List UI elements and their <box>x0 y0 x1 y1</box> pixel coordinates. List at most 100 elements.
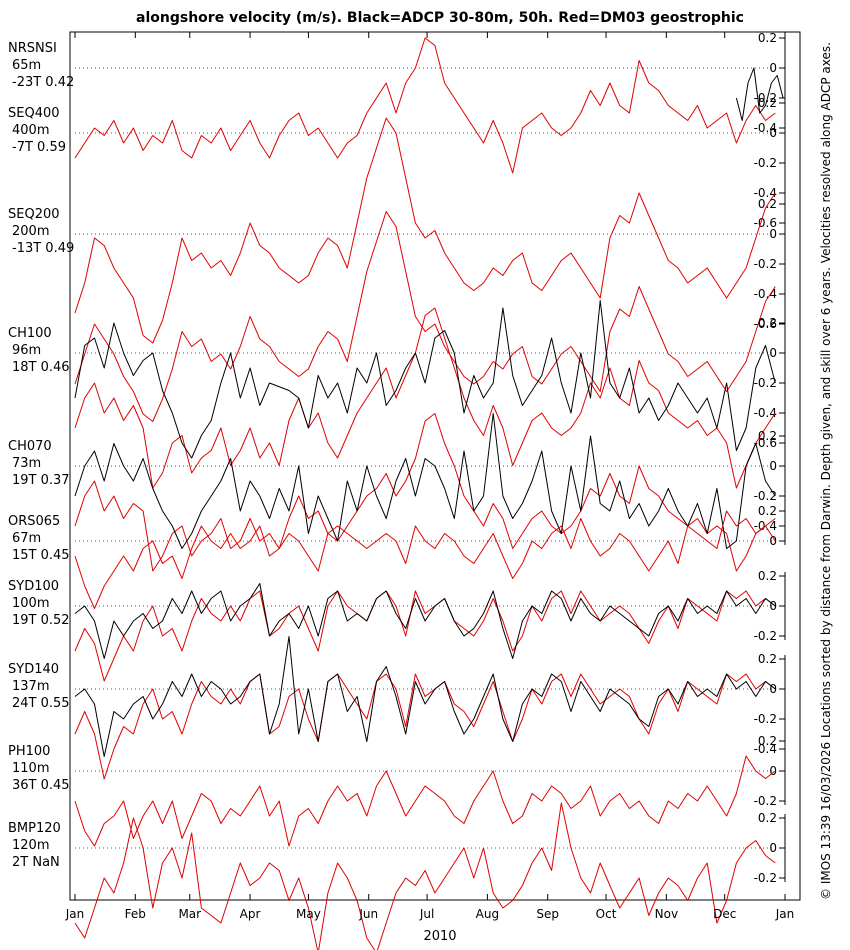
panel-name: BMP120 <box>8 821 61 836</box>
x-tick-label: May <box>296 907 321 921</box>
x-tick-label: Sep <box>536 907 559 921</box>
panel-name: NRSNSI <box>8 41 57 56</box>
panel-skill: 15T 0.45 <box>12 548 70 563</box>
panel-skill: -7T 0.59 <box>12 140 66 155</box>
panel-skill: 18T 0.46 <box>12 360 70 375</box>
y-tick-label: 0 <box>769 227 777 241</box>
panel-depth: 137m <box>12 679 49 694</box>
geostrophic-series-line <box>74 307 776 489</box>
geostrophic-series-line <box>74 117 776 344</box>
panel-depth: 73m <box>12 456 41 471</box>
y-tick-label: -0.4 <box>754 121 777 135</box>
y-tick-label: 0 <box>769 126 777 140</box>
panel-depth: 120m <box>12 838 49 853</box>
geostrophic-series-line <box>74 673 776 780</box>
panel-skill: 19T 0.37 <box>12 473 70 488</box>
y-tick-label: 0.2 <box>758 734 777 748</box>
geostrophic-series-line <box>74 802 776 950</box>
y-tick-label: 0.2 <box>758 652 777 666</box>
geostrophic-series-line <box>74 211 776 422</box>
x-tick-label: Feb <box>125 907 146 921</box>
panel-nrsnsi: NRSNSI 65m -23T 0.42 0.2 0 -0.2 -0.4 <box>8 31 786 174</box>
x-tick-label: Jan <box>65 907 85 921</box>
y-tick-label: 0.2 <box>758 504 777 518</box>
x-tick-label: Jun <box>358 907 378 921</box>
panel-name: CH070 <box>8 439 52 454</box>
panel-bmp120: BMP120 120m 2T NaN 0.2 0 -0.2 <box>8 802 786 950</box>
panel-ch100: CH100 96m 18T 0.46 0.2 0 -0.2 -0.4 -0.6 <box>8 300 786 489</box>
panel-depth: 96m <box>12 343 41 358</box>
panel-syd140: SYD140 137m 24T 0.55 0.2 0 -0.2 -0.4 <box>8 636 786 780</box>
panel-name: SEQ400 <box>8 106 60 121</box>
panel-name: SYD100 <box>8 579 59 594</box>
y-tick-label: 0.2 <box>758 811 777 825</box>
y-tick-label: -0.2 <box>754 156 777 170</box>
x-axis-label: 2010 <box>423 929 456 944</box>
y-tick-label: -0.4 <box>754 742 777 756</box>
panel-skill: 19T 0.52 <box>12 613 70 628</box>
y-tick-label: 0.2 <box>758 31 777 45</box>
x-tick-label: Mar <box>178 907 201 921</box>
panel-skill: 2T NaN <box>12 855 60 870</box>
geostrophic-series-line <box>74 413 776 572</box>
y-tick-label: 0.2 <box>758 316 777 330</box>
y-tick-label: 0 <box>769 682 777 696</box>
panel-depth: 100m <box>12 596 49 611</box>
y-tick-label: 0.2 <box>758 429 777 443</box>
y-tick-label: 0 <box>769 459 777 473</box>
panel-depth: 400m <box>12 123 49 138</box>
y-tick-label: 0 <box>769 61 777 75</box>
adcp-series-line <box>74 300 776 459</box>
panel-skill: 36T 0.45 <box>12 778 70 793</box>
panel-skill: 24T 0.55 <box>12 696 70 711</box>
adcp-series-line <box>74 583 776 659</box>
x-tick-label: Dec <box>713 907 736 921</box>
panels: NRSNSI 65m -23T 0.42 0.2 0 -0.2 -0.4 SEQ400 400m… <box>8 31 786 950</box>
y-tick-label: -0.2 <box>754 489 777 503</box>
y-tick-label: 0 <box>769 599 777 613</box>
y-tick-label: -0.2 <box>754 712 777 726</box>
y-tick-label: 0.2 <box>758 197 777 211</box>
plot-frame <box>69 31 801 901</box>
panel-depth: 65m <box>12 58 41 73</box>
y-tick-label: -0.2 <box>754 629 777 643</box>
geostrophic-series-line <box>74 37 776 174</box>
y-tick-label: -0.2 <box>754 91 777 105</box>
panel-depth: 200m <box>12 224 49 239</box>
y-tick-label: 0.2 <box>758 96 777 110</box>
y-tick-label: -0.2 <box>754 257 777 271</box>
y-tick-label: 0 <box>769 534 777 548</box>
x-axis: Jan Feb Mar Apr May Jun Jul Aug Sep Oct Nov Dec Jan <box>65 32 794 921</box>
y-tick-label: 0 <box>769 764 777 778</box>
y-tick-label: -0.6 <box>754 436 777 450</box>
panel-ph100: PH100 110m 36T 0.45 0.2 0 -0.2 <box>8 734 786 847</box>
x-tick-label: Oct <box>596 907 617 921</box>
panel-ors065: ORS065 67m 15T 0.45 0.2 0 <box>8 504 786 609</box>
y-tick-label: 0 <box>769 346 777 360</box>
geostrophic-series-line <box>74 510 776 609</box>
y-tick-label: 0 <box>769 841 777 855</box>
panel-name: PH100 <box>8 744 50 759</box>
y-tick-label: -0.2 <box>754 376 777 390</box>
panel-skill: -23T 0.42 <box>12 75 74 90</box>
y-tick-label: 0.2 <box>758 569 777 583</box>
chart-title: alongshore velocity (m/s). Black=ADCP 30… <box>136 10 744 26</box>
panel-name: CH100 <box>8 326 52 341</box>
panel-name: SYD140 <box>8 662 59 677</box>
x-tick-label: Jul <box>419 907 434 921</box>
side-note: © IMOS 13:39 16/03/2026 Locations sorted… <box>819 42 833 900</box>
panel-name: SEQ200 <box>8 207 60 222</box>
panel-skill: -13T 0.49 <box>12 241 74 256</box>
y-tick-label: -0.4 <box>754 406 777 420</box>
adcp-series-line <box>74 636 776 757</box>
panel-depth: 110m <box>12 761 49 776</box>
panel-syd100: SYD100 100m 19T 0.52 0.2 0 -0.2 <box>8 569 786 682</box>
adcp-series-line <box>74 413 776 549</box>
x-tick-label: Aug <box>476 907 499 921</box>
geostrophic-series-line <box>74 755 776 847</box>
y-tick-label: -0.2 <box>754 794 777 808</box>
